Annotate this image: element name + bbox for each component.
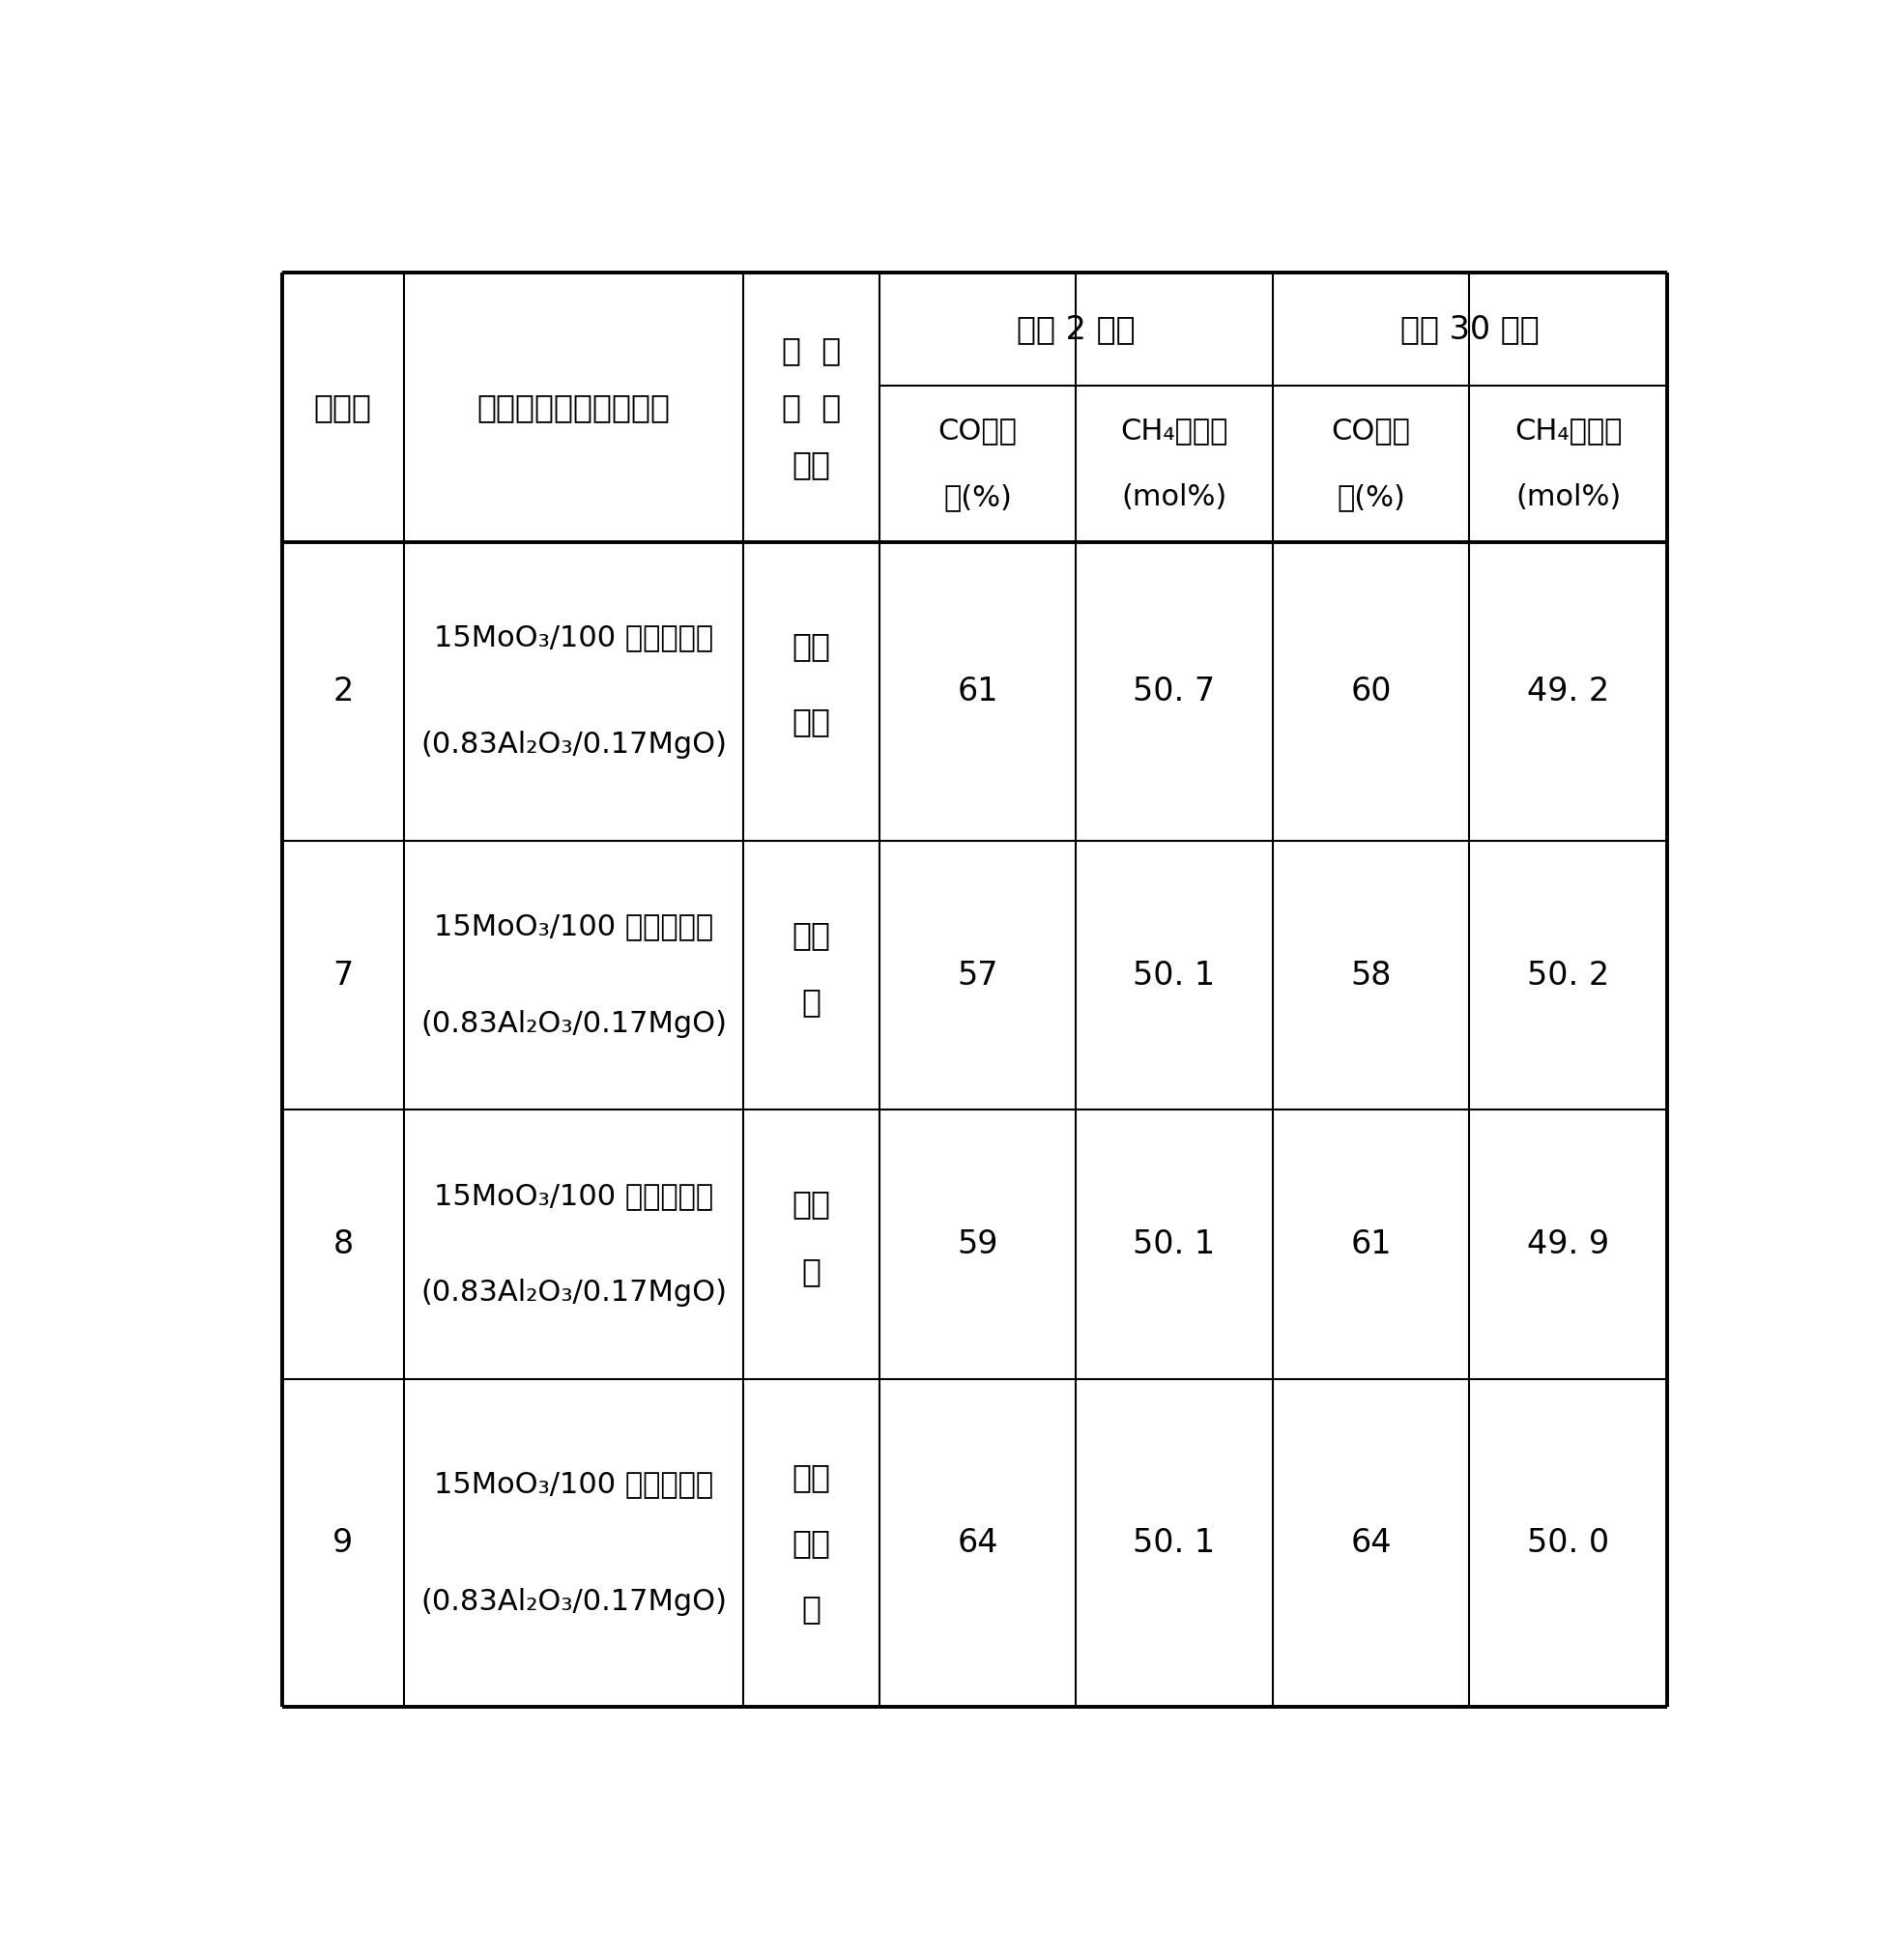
Text: 制  备: 制 备 bbox=[782, 392, 841, 423]
Text: 15MoO₃/100 铝镁尖晶石: 15MoO₃/100 铝镁尖晶石 bbox=[434, 1182, 713, 1209]
Text: 共沉: 共沉 bbox=[791, 631, 831, 662]
Text: 淡法: 淡法 bbox=[791, 706, 831, 737]
Text: (0.83Al₂O₃/0.17MgO): (0.83Al₂O₃/0.17MgO) bbox=[420, 1588, 727, 1615]
Text: CH₄选择性: CH₄选择性 bbox=[1120, 417, 1229, 445]
Text: 59: 59 bbox=[957, 1229, 999, 1260]
Text: 实施例: 实施例 bbox=[314, 392, 373, 423]
Text: 9: 9 bbox=[333, 1527, 354, 1558]
Text: 61: 61 bbox=[1350, 1229, 1392, 1260]
Text: 反应 2 小时: 反应 2 小时 bbox=[1018, 314, 1135, 345]
Text: 方法: 方法 bbox=[791, 449, 831, 480]
Text: 15MoO₃/100 铝镁尖晶石: 15MoO₃/100 铝镁尖晶石 bbox=[434, 913, 713, 941]
Text: 50. 0: 50. 0 bbox=[1527, 1527, 1609, 1558]
Text: CO转化: CO转化 bbox=[1331, 417, 1411, 445]
Text: 溶胶: 溶胶 bbox=[791, 1462, 831, 1494]
Text: 凝胶: 凝胶 bbox=[791, 1527, 831, 1558]
Text: 8: 8 bbox=[333, 1229, 354, 1260]
Text: 50. 1: 50. 1 bbox=[1134, 958, 1215, 992]
Text: (0.83Al₂O₃/0.17MgO): (0.83Al₂O₃/0.17MgO) bbox=[420, 1009, 727, 1037]
Text: 反应 30 小时: 反应 30 小时 bbox=[1400, 314, 1539, 345]
Text: 混捻: 混捻 bbox=[791, 1188, 831, 1219]
Text: 浸渍: 浸渍 bbox=[791, 919, 831, 951]
Text: 49. 2: 49. 2 bbox=[1527, 676, 1609, 708]
Text: 2: 2 bbox=[333, 676, 354, 708]
Text: 60: 60 bbox=[1350, 676, 1392, 708]
Text: (0.83Al₂O₃/0.17MgO): (0.83Al₂O₃/0.17MgO) bbox=[420, 1280, 727, 1307]
Text: (mol%): (mol%) bbox=[1516, 484, 1621, 512]
Text: 载  体: 载 体 bbox=[782, 335, 841, 367]
Text: 57: 57 bbox=[957, 958, 999, 992]
Text: CO转化: CO转化 bbox=[938, 417, 1018, 445]
Text: 率(%): 率(%) bbox=[1337, 484, 1406, 512]
Text: 64: 64 bbox=[957, 1527, 999, 1558]
Text: 15MoO₃/100 铝镁尖晶石: 15MoO₃/100 铝镁尖晶石 bbox=[434, 623, 713, 653]
Text: 催化剂组成（重量比）: 催化剂组成（重量比） bbox=[477, 392, 670, 423]
Text: 50. 7: 50. 7 bbox=[1134, 676, 1215, 708]
Text: 法: 法 bbox=[801, 1592, 822, 1625]
Text: CH₄选择性: CH₄选择性 bbox=[1514, 417, 1622, 445]
Text: 率(%): 率(%) bbox=[943, 484, 1012, 512]
Text: 7: 7 bbox=[333, 958, 354, 992]
Text: 50. 1: 50. 1 bbox=[1134, 1527, 1215, 1558]
Text: (mol%): (mol%) bbox=[1122, 484, 1227, 512]
Text: 15MoO₃/100 铝镁尖晶石: 15MoO₃/100 铝镁尖晶石 bbox=[434, 1470, 713, 1497]
Text: 49. 9: 49. 9 bbox=[1527, 1229, 1609, 1260]
Text: 法: 法 bbox=[801, 1256, 822, 1288]
Text: (0.83Al₂O₃/0.17MgO): (0.83Al₂O₃/0.17MgO) bbox=[420, 731, 727, 759]
Text: 50. 1: 50. 1 bbox=[1134, 1229, 1215, 1260]
Text: 58: 58 bbox=[1350, 958, 1392, 992]
Text: 50. 2: 50. 2 bbox=[1527, 958, 1609, 992]
Text: 61: 61 bbox=[957, 676, 999, 708]
Text: 64: 64 bbox=[1350, 1527, 1392, 1558]
Text: 法: 法 bbox=[801, 986, 822, 1017]
